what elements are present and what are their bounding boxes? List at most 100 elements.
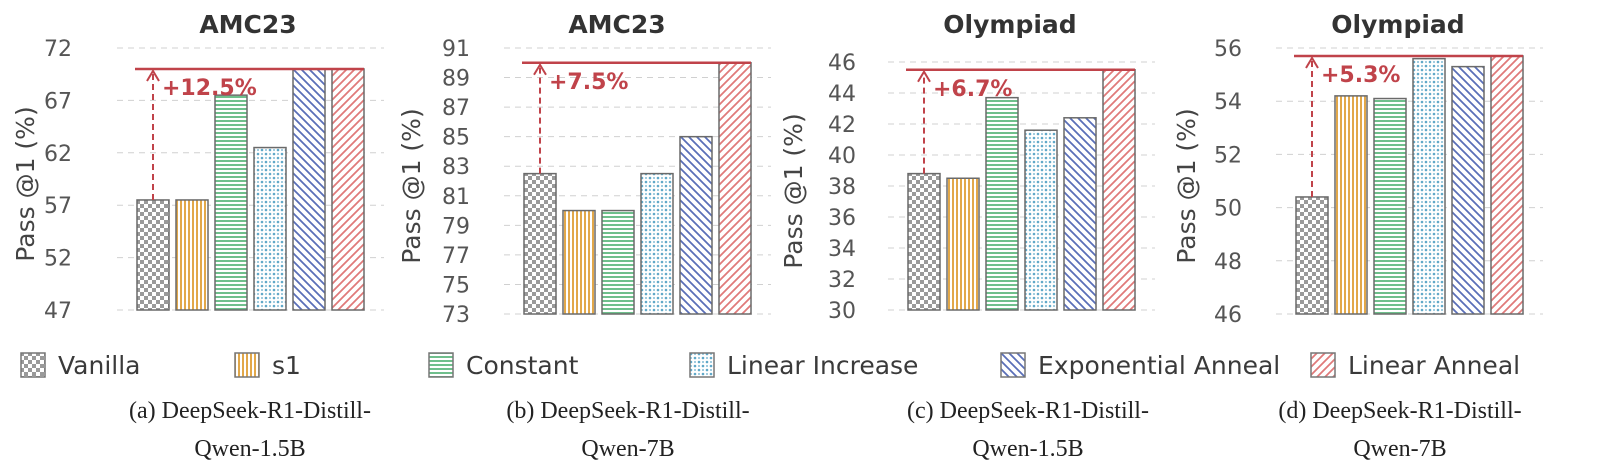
gain-label-3: +5.3%: [1321, 63, 1400, 88]
y-tick-label-3-1: 48: [1214, 250, 1242, 275]
gain-arrowhead-0: [146, 69, 160, 82]
caption-d: (d) DeepSeek-R1-Distill- Qwen-7B: [1210, 392, 1590, 468]
legend-label-linear-anneal: Linear Anneal: [1348, 350, 1521, 380]
bar-2-1: [946, 177, 980, 311]
bar-1-1: [562, 209, 596, 315]
y-tick-label-0-1: 52: [44, 247, 72, 272]
y-tick-label-2-0: 30: [828, 299, 856, 324]
bar-2-2: [985, 96, 1019, 311]
legend-swatch-s1: [234, 352, 260, 378]
y-tick-label-2-6: 42: [828, 113, 856, 138]
y-tick-label-1-3: 79: [442, 214, 470, 239]
legend: Vanilla s1 Constant Linear Increase Expo…: [0, 340, 1616, 390]
legend-swatch-linear-anneal: [1310, 352, 1336, 378]
y-tick-label-2-4: 38: [828, 175, 856, 200]
y-tick-label-1-6: 85: [442, 126, 470, 151]
legend-swatch-linear-increase: [689, 352, 715, 378]
caption-d-line2: Qwen-7B: [1353, 436, 1447, 462]
y-axis-label-3: Pass @1 (%): [1172, 108, 1201, 263]
y-tick-label-3-5: 56: [1214, 37, 1242, 62]
bar-0-5: [331, 68, 365, 311]
legend-item-linear-anneal: Linear Anneal: [1310, 340, 1520, 390]
bar-2-3: [1024, 129, 1058, 311]
y-tick-label-2-2: 34: [828, 237, 856, 262]
gain-arrowhead-2: [917, 69, 931, 83]
chart-title-0: AMC23: [199, 10, 296, 39]
y-tick-label-0-5: 72: [44, 37, 72, 62]
bar-1-0: [523, 172, 557, 315]
legend-label-vanilla: Vanilla: [58, 350, 141, 380]
charts-canvas: AMC23 Pass @1 (%) 47 52 57 62 67 72 +12.5% AMC23 P…: [11, 10, 1543, 328]
y-tick-label-1-4: 81: [442, 185, 470, 210]
gain-label-2: +6.7%: [933, 77, 1012, 102]
bar-0-1: [175, 199, 209, 311]
bar-3-0: [1295, 196, 1329, 315]
y-tick-label-0-3: 62: [44, 142, 72, 167]
bar-0-4: [292, 68, 326, 311]
bar-3-5: [1490, 55, 1524, 315]
y-tick-label-2-8: 46: [828, 51, 856, 76]
caption-c: (c) DeepSeek-R1-Distill- Qwen-1.5B: [838, 392, 1218, 468]
legend-item-exponential-anneal: Exponential Anneal: [1000, 340, 1280, 390]
chart-title-2: Olympiad: [943, 10, 1076, 39]
caption-a: (a) DeepSeek-R1-Distill- Qwen-1.5B: [60, 392, 440, 468]
y-axis-label-1: Pass @1 (%): [397, 108, 426, 263]
legend-item-s1: s1: [234, 340, 301, 390]
legend-item-linear-increase: Linear Increase: [689, 340, 918, 390]
caption-a-line1: (a) DeepSeek-R1-Distill-: [129, 398, 371, 424]
y-tick-label-0-0: 47: [44, 299, 72, 324]
gain-label-1: +7.5%: [549, 70, 628, 95]
y-tick-label-2-3: 36: [828, 206, 856, 231]
legend-label-linear-increase: Linear Increase: [727, 350, 919, 380]
y-tick-label-0-4: 67: [44, 89, 72, 114]
caption-c-line2: Qwen-1.5B: [972, 436, 1084, 462]
y-axis-label-2: Pass @1 (%): [779, 113, 808, 268]
bar-1-4: [679, 135, 713, 315]
caption-b-line1: (b) DeepSeek-R1-Distill-: [506, 398, 750, 424]
chart-title-1: AMC23: [568, 10, 665, 39]
y-tick-label-1-5: 83: [442, 155, 470, 180]
legend-item-vanilla: Vanilla: [20, 340, 140, 390]
bar-2-0: [907, 172, 941, 311]
gain-label-0: +12.5%: [162, 76, 257, 101]
legend-label-s1: s1: [272, 350, 301, 380]
y-tick-label-3-2: 50: [1214, 197, 1242, 222]
bar-2-5: [1102, 69, 1136, 311]
caption-a-line2: Qwen-1.5B: [194, 436, 306, 462]
bar-3-1: [1334, 95, 1368, 315]
legend-item-constant: Constant: [428, 340, 578, 390]
y-tick-label-2-5: 40: [828, 144, 856, 169]
bar-1-5: [718, 62, 752, 315]
y-tick-label-3-3: 52: [1214, 143, 1242, 168]
bar-0-2: [214, 94, 248, 311]
caption-d-line1: (d) DeepSeek-R1-Distill-: [1278, 398, 1522, 424]
y-tick-label-1-2: 77: [442, 244, 470, 269]
bar-1-2: [601, 209, 635, 315]
legend-swatch-vanilla: [20, 352, 46, 378]
caption-b-line2: Qwen-7B: [581, 436, 675, 462]
caption-b: (b) DeepSeek-R1-Distill- Qwen-7B: [438, 392, 818, 468]
legend-label-exponential-anneal: Exponential Anneal: [1038, 350, 1281, 380]
chart-title-3: Olympiad: [1331, 10, 1464, 39]
y-tick-label-3-4: 54: [1214, 90, 1242, 115]
bar-3-2: [1373, 97, 1407, 315]
y-tick-label-0-2: 57: [44, 194, 72, 219]
y-tick-label-3-0: 46: [1214, 303, 1242, 328]
bar-0-3: [253, 146, 287, 311]
y-tick-label-2-7: 44: [828, 82, 856, 107]
y-tick-label-1-9: 91: [442, 37, 470, 62]
bar-2-4: [1063, 117, 1097, 311]
gain-arrowhead-3: [1305, 56, 1319, 69]
bar-3-4: [1451, 65, 1485, 315]
y-tick-label-1-1: 75: [442, 273, 470, 298]
bar-3-3: [1412, 57, 1446, 315]
caption-c-line1: (c) DeepSeek-R1-Distill-: [907, 398, 1149, 424]
y-tick-label-1-0: 73: [442, 303, 470, 328]
y-tick-label-2-1: 32: [828, 268, 856, 293]
gain-arrowhead-1: [533, 62, 547, 76]
y-axis-label-0: Pass @1 (%): [11, 106, 40, 261]
bar-1-3: [640, 172, 674, 315]
y-tick-label-1-8: 89: [442, 67, 470, 92]
y-tick-label-1-7: 87: [442, 96, 470, 121]
legend-label-constant: Constant: [466, 350, 579, 380]
